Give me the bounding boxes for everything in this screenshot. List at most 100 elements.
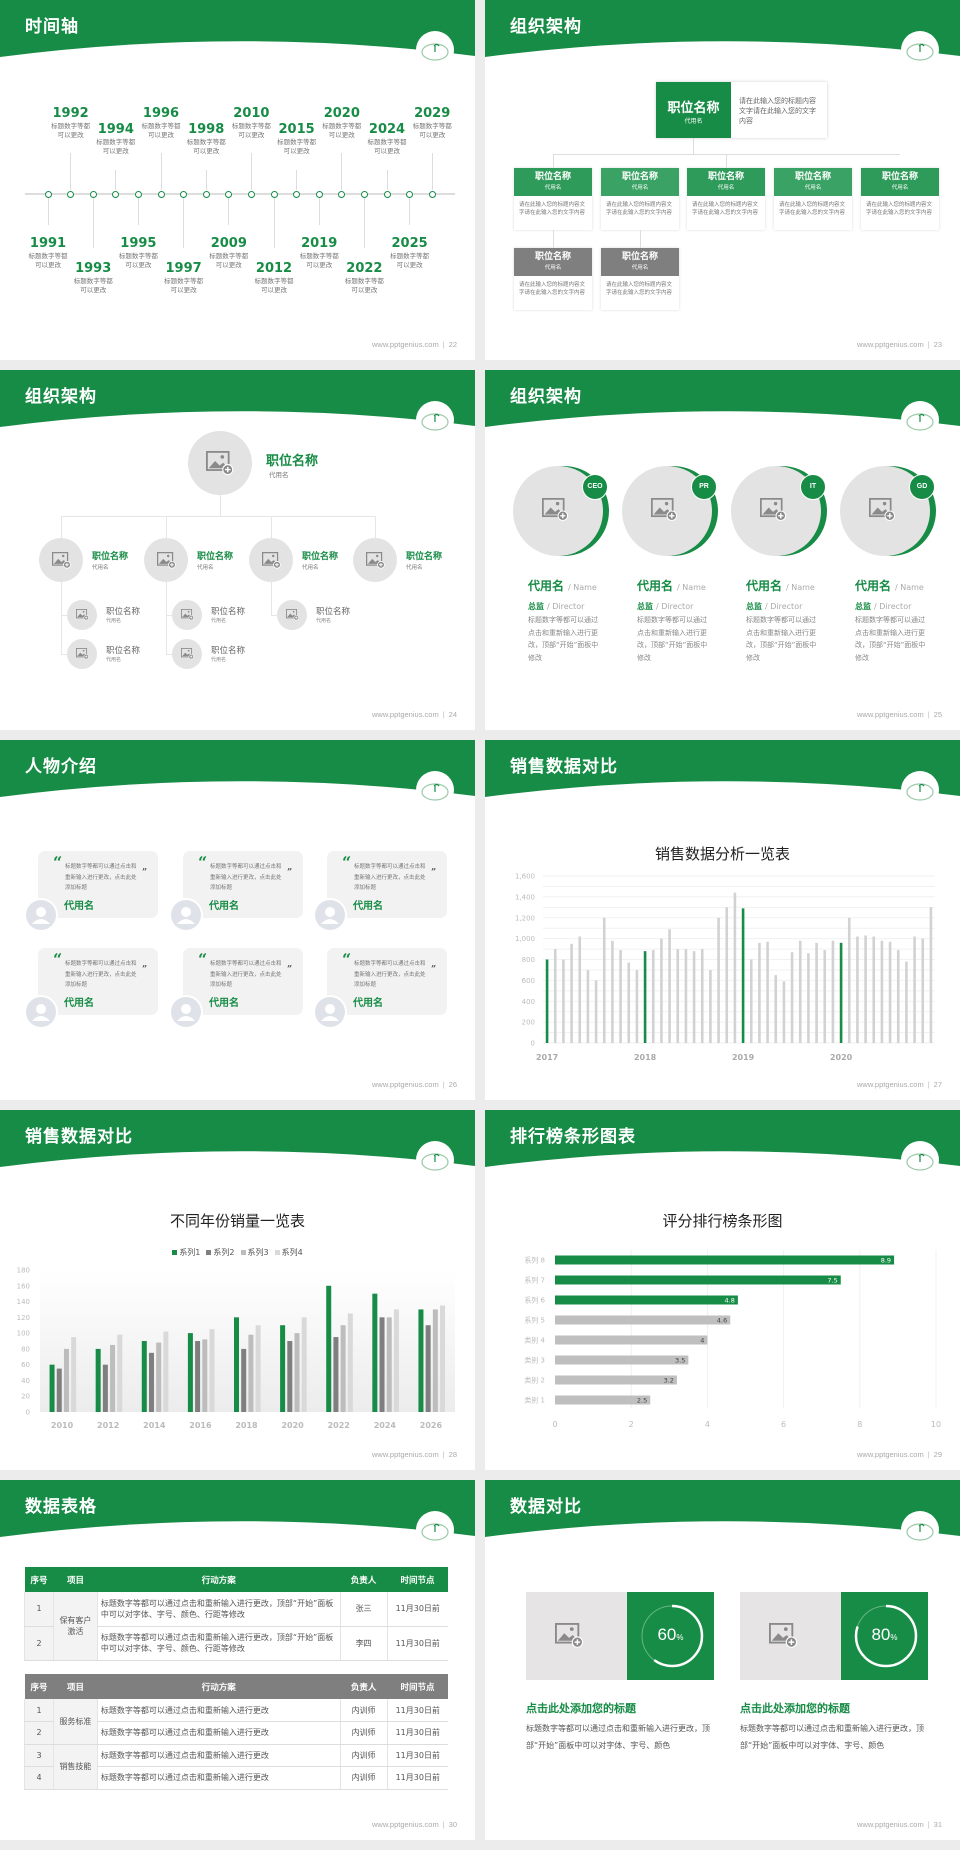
timeline-connector — [205, 170, 207, 190]
image-placeholder-icon — [542, 498, 569, 522]
x-tick-label: 10 — [931, 1420, 941, 1429]
column-header: 时间节点 — [400, 1682, 435, 1693]
bar — [156, 1342, 162, 1412]
testimonial-text: 标题数字等都可以通过点击和重新输入进行更改，点击此处添加标题 — [354, 961, 426, 988]
position-subtitle: 代用名 — [631, 185, 649, 191]
header-band — [0, 370, 475, 427]
y-tick-label: 1,200 — [515, 914, 535, 922]
timeline-item: 1993 标题数字等都可以更改 — [63, 261, 123, 295]
timeline-year: 2009 — [210, 236, 247, 251]
testimonial-text: 标题数字等都可以通过点击和重新输入进行更改，点击此处添加标题 — [210, 961, 282, 988]
frame — [180, 648, 192, 658]
logo — [416, 31, 454, 69]
bar — [823, 950, 827, 1043]
timeline-connector — [250, 153, 252, 190]
person-name-line: 代用名 / Name — [746, 575, 846, 594]
bar — [95, 1348, 101, 1412]
image-placeholder-icon — [51, 551, 71, 569]
bar — [643, 951, 647, 1043]
bar — [234, 1317, 239, 1412]
y-tick-label: 80 — [21, 1345, 30, 1353]
category-label: 系列 6 — [524, 1296, 545, 1305]
timeline-text: 标题数字等都可以更改 — [96, 138, 136, 155]
logo-mark — [433, 413, 440, 422]
category-label: 类别 2 — [524, 1376, 545, 1385]
testimonial-text: 标题数字等都可以通过点击和重新输入进行更改，点击此处添加标题 — [65, 961, 137, 988]
role-badge: IT — [800, 474, 826, 500]
timeline-connector — [183, 198, 185, 248]
page-number: 31 — [933, 1820, 942, 1829]
mountain — [209, 460, 229, 468]
x-tick-label: 2020 — [830, 1053, 853, 1062]
slide-title: 时间轴 — [25, 17, 79, 37]
percent-panel: 80% — [841, 1592, 928, 1680]
position-title: 职位名称 — [92, 552, 129, 562]
position-header: 职位名称 代用名 — [861, 168, 939, 196]
timeline-dot — [360, 190, 368, 198]
open-quote-icon: “ — [342, 950, 352, 969]
category-label: 系列 5 — [524, 1316, 545, 1325]
footer-url: www.pptgenius.com — [372, 1820, 439, 1829]
timeline-dot — [134, 190, 142, 198]
user-head — [181, 907, 191, 917]
column-header: 序号 — [30, 1575, 48, 1586]
timeline-year: 2024 — [368, 122, 406, 137]
person-role-en: / Director — [874, 602, 912, 611]
timeline-dot — [112, 190, 120, 198]
timeline-connector — [363, 198, 365, 248]
item-heading: 点击此处添加您的标题 — [740, 1702, 850, 1715]
image-placeholder-icon — [180, 648, 194, 660]
image-placeholder-icon — [156, 551, 176, 569]
column-header: 项目 — [66, 1682, 84, 1693]
position-description: 请在此输入您的标题内容文字请在此输入您的文字内容 — [692, 202, 759, 216]
person-role-line: 总监 / Director — [637, 594, 737, 613]
connector-line — [166, 654, 172, 655]
bar — [326, 1285, 332, 1412]
category-label: 系列 8 — [524, 1256, 545, 1265]
footer: www.pptgenius.com | 24 — [372, 710, 457, 719]
person-name-en: / Name — [895, 583, 924, 592]
user-head — [325, 907, 335, 917]
logo — [416, 1141, 454, 1179]
bar — [187, 1333, 193, 1412]
timeline-item: 2019 标题数字等都可以更改 — [289, 236, 349, 270]
footer-separator: | — [927, 710, 930, 719]
timeline-text: 标题数字等都可以更改 — [299, 252, 339, 269]
header-green-wave — [0, 370, 475, 427]
progress-ring — [640, 1604, 704, 1668]
logo-emblem — [421, 1153, 449, 1171]
top-avatar-circle — [188, 431, 252, 495]
timeline-connector — [137, 198, 139, 225]
bar-value-label: 8.9 — [881, 1257, 891, 1265]
avatar — [169, 995, 203, 1029]
plus-sign — [84, 655, 88, 659]
plan-cell: 标题数字等都可以通过点击和重新输入进行更改，顶部“开始”面板中可以对字体、字号、… — [96, 1592, 341, 1627]
slide-23: 组织架构 www.pptgenius.com | 23 职位名称 代用名 请在此输入您的标题… — [485, 0, 960, 360]
legend-item: 系列1 — [172, 1248, 200, 1257]
connector-line — [553, 154, 554, 168]
bar — [333, 1337, 339, 1412]
user-body — [32, 919, 50, 924]
mountain — [76, 652, 86, 657]
header-green-wave — [0, 1480, 475, 1537]
connector-line — [166, 516, 167, 538]
logo-mark — [918, 413, 925, 422]
position-title: 职位名称 — [707, 172, 744, 182]
badge-label: IT — [809, 483, 817, 490]
y-tick-label: 20 — [21, 1393, 30, 1401]
owner-cell: 李四 — [339, 1626, 388, 1661]
timeline-text: 标题数字等都可以更改 — [254, 277, 294, 294]
person-name: 代用名 — [746, 579, 783, 593]
timeline-connector — [160, 153, 162, 190]
frame — [555, 1623, 580, 1644]
timeline-dot — [406, 190, 414, 198]
mountain — [263, 558, 277, 564]
footer-separator: | — [442, 1080, 445, 1089]
slide-22: 时间轴 www.pptgenius.com | 22 1991 标题数字等都可以更改 199… — [0, 0, 475, 360]
frame — [261, 551, 278, 566]
position-subtitle: 代用名 — [804, 185, 822, 191]
connector-line — [271, 615, 277, 616]
avatar — [313, 898, 347, 932]
y-tick-label: 800 — [522, 956, 535, 964]
position-title: 职位名称 — [316, 607, 351, 617]
